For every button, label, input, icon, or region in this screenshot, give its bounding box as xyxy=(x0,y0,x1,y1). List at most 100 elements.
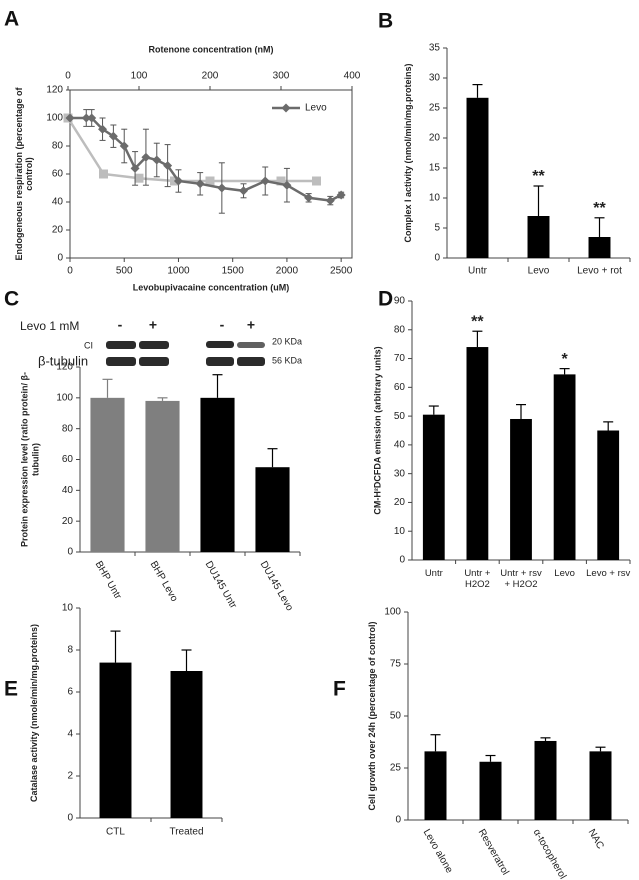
point xyxy=(325,196,335,206)
error-bar xyxy=(181,649,192,671)
bar xyxy=(466,347,489,560)
x-tick-label: DU145 Untr xyxy=(203,559,239,611)
point xyxy=(260,176,270,186)
error-bar xyxy=(595,746,606,752)
x-tick-label: Levo + rsv xyxy=(586,568,631,579)
error-bar xyxy=(157,397,168,401)
bar xyxy=(588,237,611,258)
y-tick-label: 6 xyxy=(67,687,73,698)
y-axis-title-box: Catalase activity (nmole/min/mg.proteins… xyxy=(29,624,39,802)
y-tick-label: 0 xyxy=(67,813,73,824)
blot-size: 56 KDa xyxy=(272,355,302,365)
y-tick-label: 10 xyxy=(429,193,441,204)
y-tick-label: 80 xyxy=(52,141,64,152)
bar xyxy=(589,751,612,820)
x-tick-label: BHP Levo xyxy=(148,559,180,604)
y-axis-title-box: Complex I activity (nmol/min/mg.proteins… xyxy=(403,63,413,242)
blot-band xyxy=(237,342,265,348)
bar xyxy=(422,414,445,560)
y-tick-label: 120 xyxy=(46,85,63,96)
y-tick-label: 100 xyxy=(384,607,401,618)
y-tick-label: 40 xyxy=(52,197,64,208)
y-axis-title-box: Protein expression level (ratio protein/… xyxy=(20,372,40,547)
western-blot: Levo 1 mM - + - + CI β-tubulin 20 KDa 56… xyxy=(20,317,302,369)
y-tick-label: 0 xyxy=(395,815,401,826)
point xyxy=(195,179,205,189)
y-tick-label: 20 xyxy=(394,497,406,508)
x-tick-label-box: Levo xyxy=(554,568,575,579)
point xyxy=(173,176,183,186)
y-tick-label: 2 xyxy=(67,771,73,782)
y-tick-label: 0 xyxy=(399,555,405,566)
x2-tick-label: 300 xyxy=(273,71,290,82)
x-tick-label: CTL xyxy=(106,827,125,838)
y-tick-label: 30 xyxy=(394,468,406,479)
y-tick-label: 40 xyxy=(62,485,74,496)
x-tick-label: Untr + H2O2 xyxy=(464,568,491,591)
bar xyxy=(510,418,532,560)
x2-tick-label: 400 xyxy=(344,71,361,82)
x2-axis-title: Rotenone concentration (nM) xyxy=(149,44,274,54)
y-tick-label: 0 xyxy=(434,253,440,264)
y-tick-label: 10 xyxy=(62,603,74,614)
y-tick-label: 60 xyxy=(52,169,64,180)
bar xyxy=(170,671,203,818)
panel-label: C xyxy=(4,288,19,311)
x-tick-label-box: Untr + rsv + H2O2 xyxy=(500,568,542,591)
x-tick-label: Untr + rsv + H2O2 xyxy=(500,568,542,591)
y-tick-label: 70 xyxy=(394,353,406,364)
x-tick-label: 0 xyxy=(67,266,73,277)
point xyxy=(65,113,75,123)
x-tick-label-box: Untr xyxy=(424,568,443,579)
bar xyxy=(99,662,132,818)
y-tick-label: 60 xyxy=(62,454,74,465)
x-tick-label: α-tocopherol xyxy=(531,827,568,880)
error-bar xyxy=(102,378,113,398)
x-tick-label: Levo xyxy=(528,266,550,277)
x-tick-label: Treated xyxy=(169,827,203,838)
bar xyxy=(466,97,489,258)
x-tick-label: BHP Untr xyxy=(93,559,124,601)
error-bar xyxy=(430,734,441,752)
blot-lane: + xyxy=(247,317,255,333)
point xyxy=(282,180,292,190)
bar xyxy=(145,400,180,552)
point xyxy=(119,141,129,151)
point xyxy=(312,176,321,186)
blot-row: β-tubulin xyxy=(38,353,88,368)
bar xyxy=(597,430,620,560)
x2-tick-label: 200 xyxy=(202,71,219,82)
error-bar xyxy=(428,405,439,415)
y-axis-title: Endogeneous respiration (percentage of c… xyxy=(13,87,34,261)
point xyxy=(81,113,91,123)
bar xyxy=(479,761,502,820)
point xyxy=(217,183,227,193)
panel-label: F xyxy=(333,678,346,701)
error-bar xyxy=(594,217,605,237)
panel-label: D xyxy=(378,288,393,311)
x-tick-label: Untr xyxy=(424,568,443,579)
significance-mark: * xyxy=(561,351,568,368)
blot-lane: + xyxy=(149,317,157,333)
y-tick-label: 100 xyxy=(46,113,63,124)
blot-band xyxy=(139,341,169,349)
y-tick-label: 35 xyxy=(429,43,441,54)
y-tick-label: 60 xyxy=(394,382,406,393)
point xyxy=(108,131,118,141)
point xyxy=(304,193,314,203)
bar xyxy=(255,467,290,552)
point xyxy=(141,152,151,162)
error-bar xyxy=(472,330,483,348)
y-tick-label: 5 xyxy=(434,223,440,234)
point xyxy=(336,190,346,200)
point xyxy=(87,113,97,123)
y-tick-label: 4 xyxy=(67,729,73,740)
x-tick-label: Levo + rot xyxy=(577,266,622,277)
x-tick-label: Resveratrol xyxy=(476,827,511,877)
y-tick-label: 15 xyxy=(429,163,441,174)
y-axis-title: CM-H²DCFDA emission (arbitrary units) xyxy=(372,346,383,515)
y-tick-label: 50 xyxy=(390,711,402,722)
error-bar xyxy=(267,448,278,468)
blot-band xyxy=(206,357,234,366)
